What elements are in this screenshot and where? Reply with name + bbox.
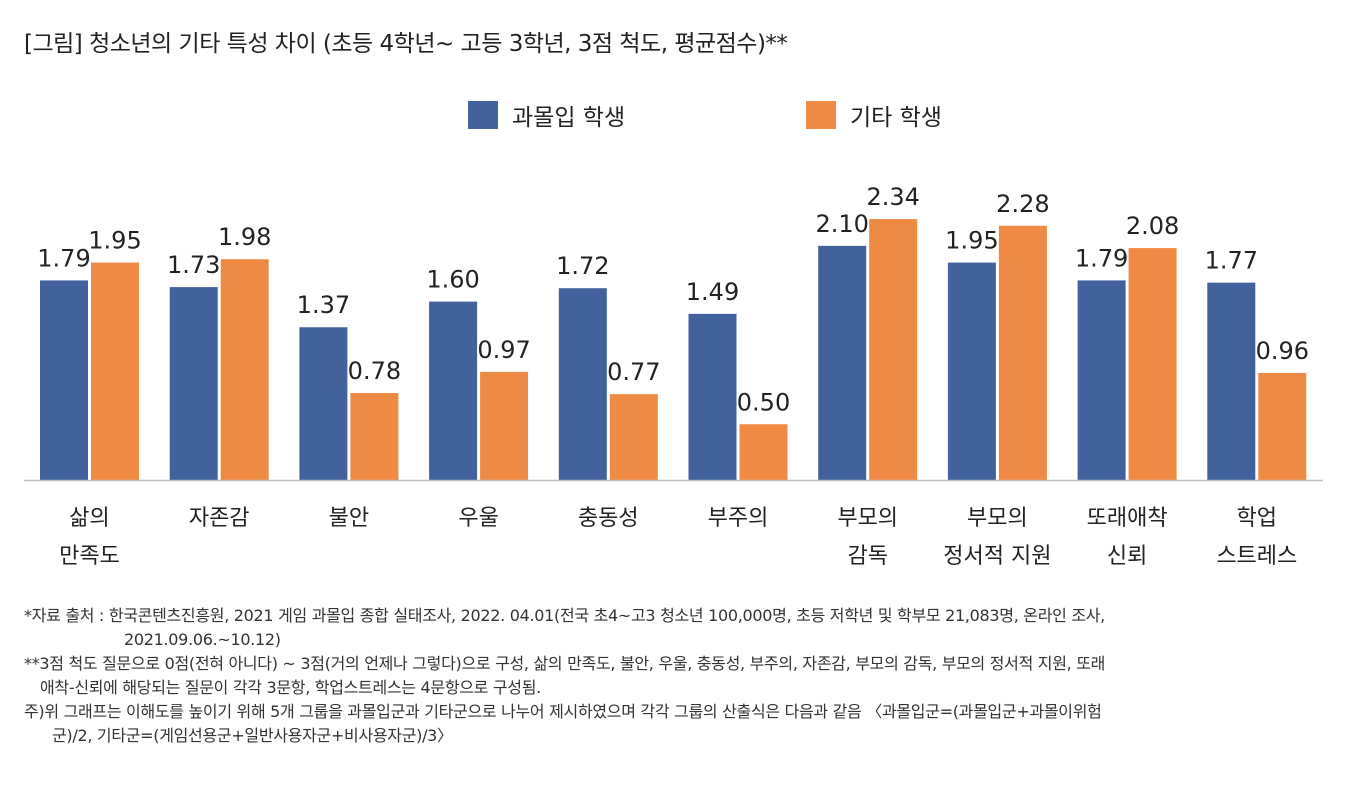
data-label-series2-5: 0.50 [737,388,790,416]
data-label-series1-3: 1.60 [426,266,479,294]
bar-series2-1 [220,259,269,480]
bar-series2-4 [609,394,658,480]
data-label-series2-6: 2.34 [866,183,919,211]
category-label-1-0: 자존감 [189,506,250,531]
footnote-source: *자료 출처 : 한국콘텐츠진흥원, 2021 게임 과몰입 종합 실태조사, … [24,604,1334,652]
bar-series2-9 [1258,372,1307,480]
bar-series1-1 [169,287,218,480]
category-label-5-0: 부주의 [708,506,769,531]
bar-series1-9 [1207,282,1256,480]
data-label-series1-7: 1.95 [945,227,998,255]
chart-title: [그림] 청소년의 기타 특성 차이 (초등 4학년~ 고등 3학년, 3점 척… [24,31,788,57]
data-label-series2-0: 1.95 [88,227,141,255]
bar-series2-2 [350,393,399,480]
bar-series2-7 [998,225,1047,480]
data-label-series1-5: 1.49 [686,278,739,306]
bar-series2-3 [480,371,529,480]
data-label-series1-1: 1.73 [167,251,220,279]
data-label-series2-1: 1.98 [218,223,271,251]
data-label-series1-8: 1.79 [1075,244,1128,272]
data-label-series2-4: 0.77 [607,358,660,386]
legend-item-series2: 기타 학생 [806,98,942,132]
footnotes: *자료 출처 : 한국콘텐츠진흥원, 2021 게임 과몰입 종합 실태조사, … [24,604,1334,748]
footnote-source-line1: *자료 출처 : 한국콘텐츠진흥원, 2021 게임 과몰입 종합 실태조사, … [24,606,1105,625]
data-label-series1-9: 1.77 [1205,247,1258,275]
data-label-series2-3: 0.97 [477,336,530,364]
bar-series1-4 [558,288,607,480]
footnote-remark-line2: 군)/2, 기타군=(게임선용군+일반사용자군+비사용자군)/3〉 [52,726,453,745]
bar-series2-0 [91,262,139,480]
category-label-9-1: 스트레스 [1216,544,1297,569]
bar-chart: 1.791.95삶의만족도1.731.98자존감1.370.78불안1.600.… [24,183,1323,569]
legend: 과몰입 학생 기타 학생 [0,98,1356,134]
category-label-8-1: 신뢰 [1107,544,1147,569]
category-label-0-1: 만족도 [59,544,120,569]
bar-series1-6 [818,245,867,480]
bar-series1-0 [40,280,88,480]
footnote-source-line2: 2021.09.06.~10.12) [124,630,281,649]
data-label-series1-4: 1.72 [556,252,609,280]
category-label-0-0: 삶의 [69,506,109,531]
footnote-scale-line2: 애착-신뢰에 해당되는 질문이 각각 3문항, 학업스트레스는 4문항으로 구성… [40,678,541,697]
bar-series1-8 [1077,280,1126,480]
bar-series1-3 [429,301,478,480]
category-label-6-0: 부모의 [837,506,898,531]
category-label-6-1: 감독 [847,544,887,569]
legend-label-series1: 과몰입 학생 [512,105,626,131]
bar-series2-5 [739,424,788,480]
data-label-series2-9: 0.96 [1256,337,1309,365]
category-label-9-0: 학업 [1237,506,1277,531]
category-label-7-0: 부모의 [967,506,1028,531]
data-label-series1-6: 2.10 [815,210,868,238]
data-label-series1-0: 1.79 [37,244,90,272]
data-label-series1-2: 1.37 [297,291,350,319]
category-label-3-0: 우울 [458,506,498,531]
bar-series1-7 [947,262,996,480]
category-label-8-0: 또래애착 [1087,506,1168,531]
footnote-remark-line1: 주)위 그래프는 이해도를 높이기 위해 5개 그룹을 과몰입군과 기타군으로 … [24,702,1102,721]
footnote-scale: **3점 척도 질문으로 0점(전혀 아니다) ~ 3점(거의 언제나 그렇다)… [24,652,1334,700]
data-label-series2-2: 0.78 [348,357,401,385]
bar-series2-6 [869,219,918,480]
footnote-scale-line1: **3점 척도 질문으로 0점(전혀 아니다) ~ 3점(거의 언제나 그렇다)… [24,654,1106,673]
legend-swatch-series1 [468,101,498,129]
category-label-7-1: 정서적 지원 [943,544,1051,569]
data-label-series2-8: 2.08 [1126,212,1179,240]
legend-swatch-series2 [806,101,836,129]
category-label-4-0: 충동성 [578,506,639,531]
legend-label-series2: 기타 학생 [850,105,942,131]
legend-item-series1: 과몰입 학생 [468,98,625,132]
bar-series2-8 [1128,248,1177,480]
bar-series1-5 [688,313,737,480]
bar-series1-2 [299,327,348,480]
footnote-remark: 주)위 그래프는 이해도를 높이기 위해 5개 그룹을 과몰입군과 기타군으로 … [24,700,1334,748]
data-label-series2-7: 2.28 [996,190,1049,218]
category-label-2-0: 불안 [329,506,369,531]
